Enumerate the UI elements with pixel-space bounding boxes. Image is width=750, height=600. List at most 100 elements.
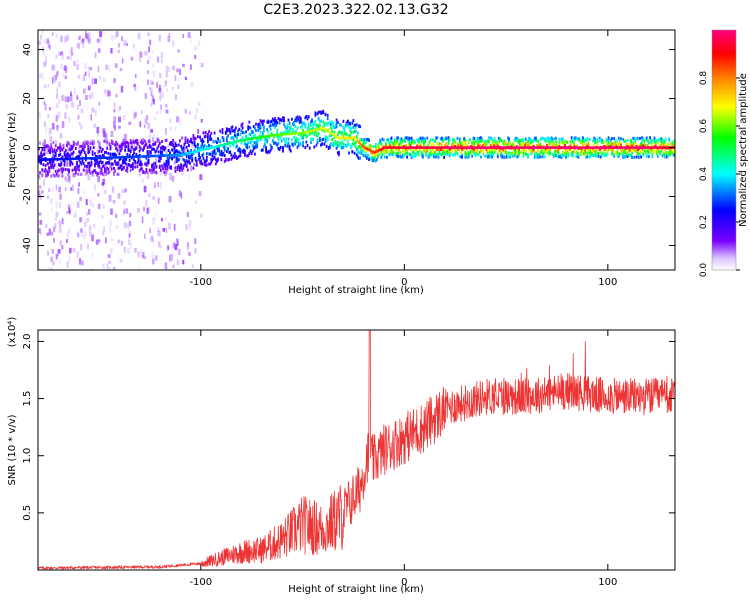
heatmap-ridge-cell xyxy=(382,149,385,153)
heatmap-ridge-cell xyxy=(322,111,325,115)
heatmap-ridge-cell xyxy=(316,141,319,144)
heatmap-ridge-core xyxy=(90,157,93,160)
heatmap-ridge-cell xyxy=(260,148,263,152)
heatmap-ridge-cell xyxy=(421,136,424,140)
heatmap-ridge-cell xyxy=(258,134,261,138)
heatmap-noise-cell xyxy=(46,232,49,236)
heatmap-ridge-cell xyxy=(171,157,173,161)
heatmap-ridge-core xyxy=(541,146,544,149)
heatmap-noise-cell xyxy=(123,200,126,205)
heatmap-noise-cell xyxy=(108,65,111,72)
heatmap-ridge-cell xyxy=(156,137,159,141)
heatmap-ridge-core xyxy=(474,146,477,149)
heatmap-noise-cell xyxy=(54,217,57,221)
heatmap-ridge-cell xyxy=(372,154,375,158)
heatmap-ridge-cell xyxy=(573,140,575,144)
heatmap-ridge-cell xyxy=(456,152,459,156)
heatmap-ridge-core xyxy=(385,146,387,149)
heatmap-ridge-core xyxy=(119,156,121,159)
heatmap-ridge-core xyxy=(418,146,421,149)
heatmap-ridge-cell xyxy=(621,148,623,152)
spectrogram-x-tick-label: 0 xyxy=(401,277,407,288)
heatmap-ridge-cell xyxy=(232,143,235,147)
heatmap-ridge-cell xyxy=(196,135,199,139)
heatmap-ridge-cell xyxy=(547,149,550,153)
heatmap-ridge-cell xyxy=(117,166,120,170)
heatmap-ridge-core xyxy=(584,146,586,149)
heatmap-ridge-core xyxy=(443,146,445,149)
heatmap-ridge-cell xyxy=(139,163,142,167)
heatmap-ridge-cell xyxy=(229,130,232,134)
heatmap-noise-cell xyxy=(102,30,105,34)
heatmap-noise-cell xyxy=(139,56,141,62)
heatmap-noise-cell xyxy=(169,254,171,262)
heatmap-ridge-cell xyxy=(620,143,622,147)
heatmap-ridge-cell xyxy=(343,132,346,136)
heatmap-ridge-cell xyxy=(529,137,532,141)
heatmap-ridge-core xyxy=(363,146,366,149)
heatmap-ridge-cell xyxy=(116,148,119,152)
heatmap-ridge-cell xyxy=(158,141,161,145)
heatmap-ridge-cell xyxy=(60,161,63,165)
heatmap-ridge-cell xyxy=(87,144,90,148)
heatmap-ridge-cell xyxy=(67,152,69,156)
heatmap-ridge-cell xyxy=(139,160,142,164)
heatmap-ridge-cell xyxy=(350,130,353,134)
heatmap-ridge-cell xyxy=(70,145,73,149)
heatmap-ridge-core xyxy=(495,146,498,149)
heatmap-ridge-cell xyxy=(509,155,511,159)
heatmap-ridge-cell xyxy=(67,141,69,145)
heatmap-ridge-cell xyxy=(480,155,482,159)
heatmap-noise-cell xyxy=(76,59,79,63)
heatmap-noise-cell xyxy=(56,125,59,131)
heatmap-ridge-cell xyxy=(476,143,479,147)
heatmap-ridge-cell xyxy=(141,141,143,145)
heatmap-ridge-cell xyxy=(348,121,350,125)
heatmap-ridge-cell xyxy=(304,125,307,129)
heatmap-ridge-core xyxy=(420,146,423,149)
heatmap-ridge-cell xyxy=(66,144,68,147)
heatmap-ridge-cell xyxy=(289,127,292,131)
heatmap-ridge-cell xyxy=(589,150,592,154)
heatmap-ridge-cell xyxy=(282,149,284,153)
heatmap-ridge-core xyxy=(453,146,455,149)
heatmap-ridge-core xyxy=(648,146,651,149)
heatmap-ridge-cell xyxy=(61,170,64,174)
heatmap-ridge-cell xyxy=(68,142,70,146)
heatmap-noise-cell xyxy=(110,35,114,41)
heatmap-noise-cell xyxy=(169,118,172,123)
heatmap-ridge-cell xyxy=(661,140,664,144)
heatmap-ridge-cell xyxy=(317,125,320,128)
heatmap-ridge-cell xyxy=(169,152,171,156)
heatmap-ridge-cell xyxy=(380,155,383,159)
heatmap-noise-cell xyxy=(149,227,151,234)
heatmap-ridge-cell xyxy=(477,141,480,145)
heatmap-ridge-cell xyxy=(154,150,157,154)
heatmap-ridge-core xyxy=(522,146,524,149)
heatmap-ridge-cell xyxy=(477,144,480,148)
heatmap-ridge-cell xyxy=(385,150,387,154)
heatmap-noise-cell xyxy=(160,245,162,249)
heatmap-noise-cell xyxy=(76,201,80,208)
heatmap-ridge-core xyxy=(511,146,513,149)
heatmap-ridge-core xyxy=(308,130,311,133)
heatmap-noise-cell xyxy=(44,224,48,228)
heatmap-ridge-cell xyxy=(429,138,432,142)
heatmap-ridge-core xyxy=(89,157,92,160)
heatmap-ridge-cell xyxy=(425,153,428,157)
heatmap-noise-cell xyxy=(112,200,116,204)
heatmap-ridge-cell xyxy=(169,155,171,159)
heatmap-ridge-cell xyxy=(214,151,217,155)
heatmap-ridge-cell xyxy=(541,148,544,152)
heatmap-ridge-cell xyxy=(188,156,190,159)
heatmap-ridge-core xyxy=(424,146,427,149)
heatmap-ridge-cell xyxy=(119,165,122,169)
heatmap-ridge-cell xyxy=(577,152,580,155)
heatmap-noise-cell xyxy=(147,70,149,74)
heatmap-ridge-cell xyxy=(464,155,467,159)
heatmap-ridge-core xyxy=(636,146,638,149)
heatmap-ridge-cell xyxy=(599,155,602,159)
heatmap-ridge-cell xyxy=(58,168,60,172)
heatmap-ridge-core xyxy=(271,134,273,137)
heatmap-noise-cell xyxy=(84,94,88,100)
